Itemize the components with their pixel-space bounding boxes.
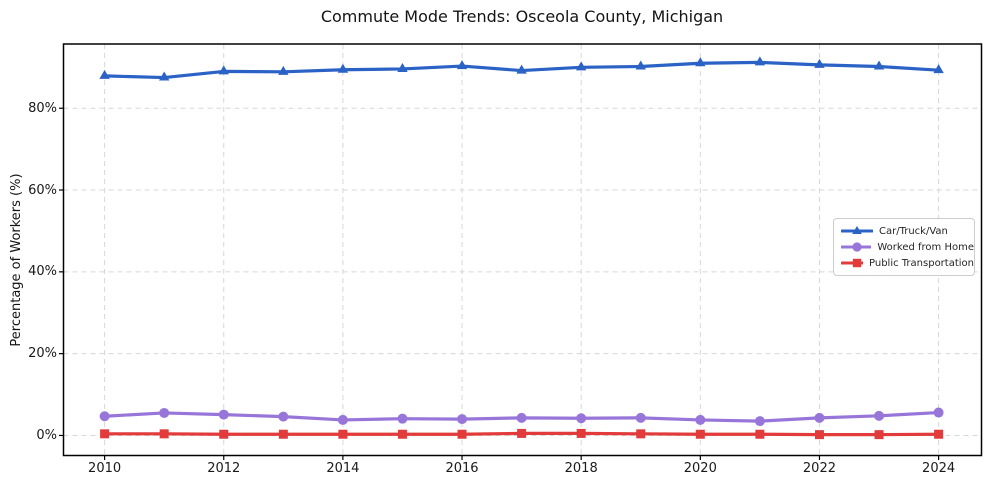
data-point-public-transportation-2011 (159, 429, 169, 439)
data-point-car-truck-van-2016 (456, 60, 468, 70)
data-point-worked-from-home-2023 (874, 410, 885, 421)
data-point-public-transportation-2024 (934, 429, 944, 439)
data-point-car-truck-van-2022 (814, 58, 825, 68)
data-point-car-truck-van-2023 (873, 60, 885, 70)
data-point-public-transportation-2019 (636, 429, 646, 439)
legend-label: Worked from Home (877, 241, 974, 253)
data-point-car-truck-van-2012 (218, 65, 229, 75)
data-point-public-transportation-2014 (338, 429, 348, 439)
data-point-worked-from-home-2020 (695, 414, 706, 425)
chart-title: Commute Mode Trends: Osceola County, Mic… (320, 7, 724, 26)
data-point-public-transportation-2013 (278, 429, 288, 439)
data-point-worked-from-home-2019 (635, 412, 646, 423)
data-point-public-transportation-2012 (219, 429, 229, 439)
legend-label: Car/Truck/Van (879, 225, 948, 237)
x-tick-label: 2016 (445, 461, 479, 476)
x-tick-label: 2012 (207, 461, 241, 476)
data-point-worked-from-home-2024 (933, 407, 944, 418)
data-point-car-truck-van-2020 (695, 57, 706, 67)
legend-item-worked-from-home: Worked from Home (841, 241, 974, 253)
legend-label: Public Transportation (869, 257, 974, 269)
data-point-worked-from-home-2017 (516, 412, 527, 423)
data-point-car-truck-van-2017 (516, 64, 527, 74)
data-point-public-transportation-2018 (576, 428, 586, 438)
data-point-public-transportation-2010 (100, 429, 110, 439)
data-point-worked-from-home-2018 (576, 413, 587, 424)
data-point-worked-from-home-2022 (814, 412, 825, 423)
legend-triangle-marker-icon (841, 226, 873, 234)
data-point-car-truck-van-2018 (575, 61, 587, 71)
data-point-worked-from-home-2015 (397, 413, 408, 424)
x-tick-label: 2010 (88, 461, 122, 476)
y-tick-label: 80% (28, 100, 57, 116)
x-tick-label: 2018 (564, 461, 598, 476)
data-point-car-truck-van-2011 (158, 71, 170, 81)
y-tick-label: 20% (28, 346, 57, 362)
data-point-worked-from-home-2021 (754, 416, 765, 427)
data-point-worked-from-home-2011 (159, 407, 170, 418)
data-point-car-truck-van-2015 (397, 62, 408, 72)
legend-item-car-truck-van: Car/Truck/Van (841, 225, 974, 237)
x-tick-label: 2014 (326, 461, 360, 476)
x-tick-label: 2020 (683, 461, 717, 476)
data-point-public-transportation-2016 (457, 429, 467, 439)
legend-circle-marker-icon (841, 242, 872, 252)
legend-item-public-transportation: Public Transportation (841, 257, 974, 269)
data-point-public-transportation-2021 (755, 429, 765, 439)
data-point-car-truck-van-2019 (635, 60, 646, 70)
y-tick-label: 0% (36, 427, 57, 443)
data-point-public-transportation-2022 (814, 430, 824, 440)
data-point-worked-from-home-2010 (99, 411, 110, 422)
x-tick-label: 2022 (802, 461, 836, 476)
data-point-worked-from-home-2012 (218, 409, 229, 420)
legend-square-marker-icon (841, 258, 864, 268)
data-point-car-truck-van-2014 (337, 63, 349, 73)
y-tick-label: 40% (28, 264, 57, 280)
data-point-public-transportation-2017 (517, 428, 527, 438)
data-point-car-truck-van-2024 (933, 64, 944, 74)
data-point-car-truck-van-2013 (278, 65, 289, 75)
data-point-public-transportation-2020 (695, 429, 705, 439)
data-point-car-truck-van-2010 (99, 69, 110, 79)
data-point-public-transportation-2015 (397, 429, 407, 439)
y-tick-label: 60% (28, 182, 57, 198)
data-point-worked-from-home-2013 (278, 411, 289, 422)
legend: Car/Truck/Van Worked from Home Public Tran… (833, 218, 975, 276)
data-point-worked-from-home-2016 (457, 414, 468, 425)
data-point-public-transportation-2023 (874, 430, 884, 440)
axes-spines (62, 43, 983, 457)
data-point-worked-from-home-2014 (337, 414, 348, 425)
x-tick-label: 2024 (922, 461, 956, 476)
data-point-car-truck-van-2021 (754, 56, 766, 66)
